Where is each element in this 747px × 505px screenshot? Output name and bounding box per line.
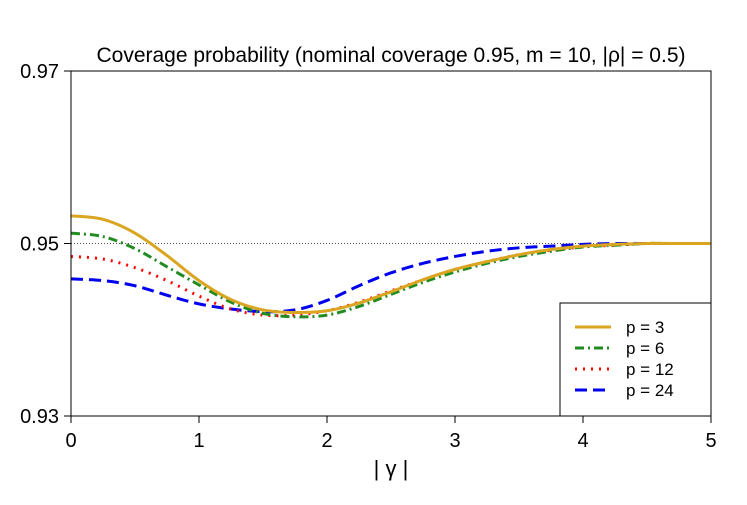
x-tick-label-5: 5 [705,430,716,452]
x-tick-label-1: 1 [193,430,204,452]
y-tick-label-2: 0.97 [20,61,59,83]
series-line-0 [70,214,712,315]
x-tick-label-3: 3 [449,430,460,452]
legend-label-2: p = 12 [626,360,674,379]
legend-box [559,302,712,417]
series-line-3 [70,241,712,314]
x-tick-label-4: 4 [577,430,588,452]
series-group [70,214,712,319]
legend-label-3: p = 24 [626,381,674,400]
x-axis-title: | γ | [374,456,409,481]
legend-label-0: p = 3 [626,318,664,337]
legend: p = 3 p = 6 p = 12 p = 24 [559,302,712,417]
axes: 0 1 2 3 4 5 0.93 0.95 0.97 [20,61,717,452]
x-tick-label-0: 0 [65,430,76,452]
chart-title: Coverage probability (nominal coverage 0… [96,44,685,67]
x-tick-label-2: 2 [321,430,332,452]
legend-label-1: p = 6 [626,339,664,358]
y-tick-label-0: 0.93 [20,406,59,428]
y-tick-label-1: 0.95 [20,234,59,256]
plot-frame [70,70,712,417]
